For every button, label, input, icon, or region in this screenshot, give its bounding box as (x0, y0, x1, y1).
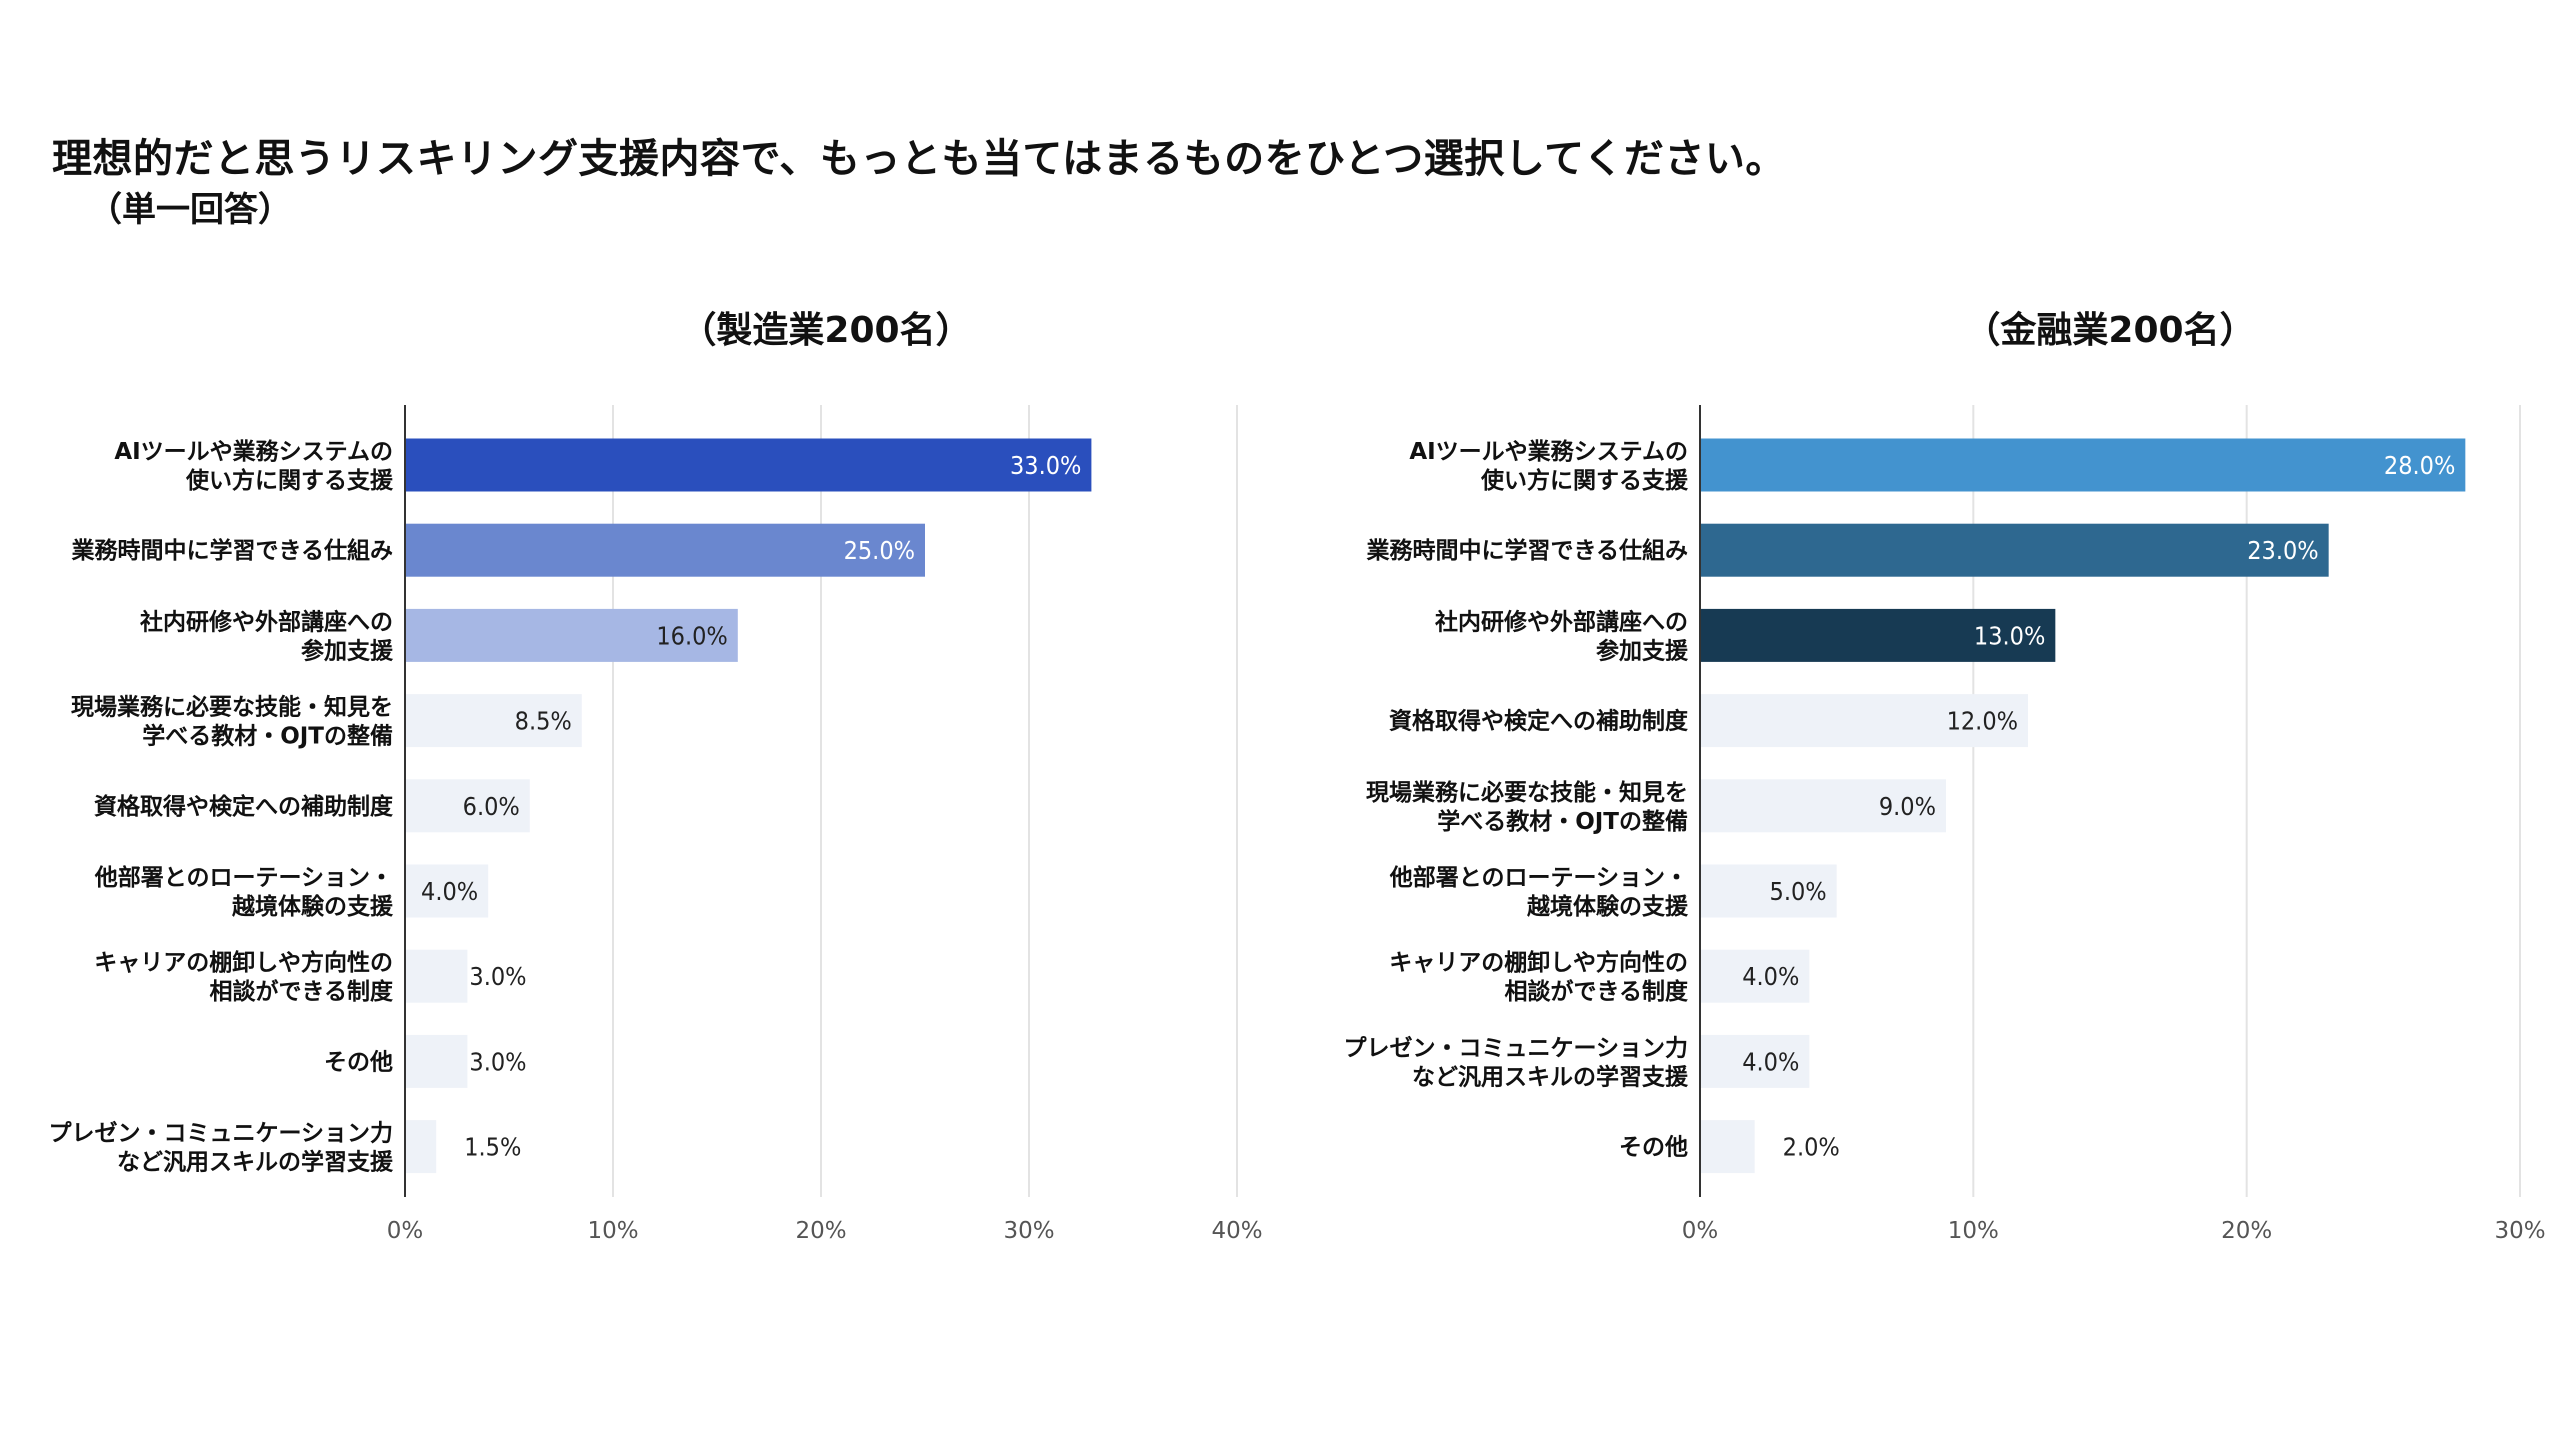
category-label: 現場業務に必要な技能・知見を学べる教材・OJTの整備 (71, 694, 393, 750)
category-label: その他 (324, 1049, 393, 1075)
bar (1700, 864, 1837, 918)
x-tick-label: 30% (2494, 1218, 2545, 1244)
x-tick-label: 0% (387, 1218, 424, 1244)
page-title: 理想的だと思うリスキリング支援内容で、もっとも当てはまるものをひとつ選択してくだ… (52, 136, 1786, 182)
data-label: 13.0% (1974, 621, 2045, 650)
x-tick-label: 0% (1682, 1218, 1719, 1244)
category-label: 業務時間中に学習できる仕組み (70, 537, 393, 564)
data-label: 16.0% (656, 621, 727, 650)
bar (1700, 1120, 1755, 1174)
category-label: AIツールや業務システムの使い方に関する支援 (1409, 438, 1689, 494)
bar (405, 949, 468, 1003)
bar (405, 694, 582, 748)
x-tick-label: 20% (795, 1218, 846, 1244)
data-label: 4.0% (1742, 962, 1799, 991)
page-subtitle: （単一回答） (88, 190, 292, 230)
x-tick-label: 20% (2221, 1218, 2272, 1244)
category-label: プレゼン・コミュニケーション力など汎用スキルの学習支援 (1343, 1035, 1689, 1090)
x-tick-label: 40% (1211, 1218, 1262, 1244)
data-label: 28.0% (2384, 451, 2455, 480)
data-label: 3.0% (469, 962, 526, 991)
category-label: プレゼン・コミュニケーション力など汎用スキルの学習支援 (48, 1121, 394, 1176)
category-label: 社内研修や外部講座への参加支援 (1435, 608, 1689, 664)
bar (1700, 1034, 1810, 1088)
x-tick-label: 10% (587, 1218, 638, 1244)
category-label: 他部署とのローテーション・越境体験の支援 (94, 864, 394, 920)
data-label: 3.0% (469, 1047, 526, 1076)
bar (405, 608, 738, 662)
data-label: 5.0% (1770, 877, 1827, 906)
category-label: 他部署とのローテーション・越境体験の支援 (1389, 864, 1689, 920)
data-label: 4.0% (1742, 1047, 1799, 1076)
category-label: AIツールや業務システムの使い方に関する支援 (114, 438, 394, 494)
x-tick-label: 30% (1003, 1218, 1054, 1244)
category-label: 業務時間中に学習できる仕組み (1365, 537, 1688, 564)
bar (1700, 949, 1810, 1003)
category-label: キャリアの棚卸しや方向性の相談ができる制度 (1389, 949, 1689, 1005)
bar (405, 1034, 468, 1088)
category-label: 資格取得や検定への補助制度 (1389, 708, 1689, 735)
data-label: 9.0% (1879, 792, 1936, 821)
data-label: 1.5% (464, 1133, 521, 1162)
data-label: 33.0% (1010, 451, 1081, 480)
bar (405, 1120, 437, 1174)
category-label: キャリアの棚卸しや方向性の相談ができる制度 (94, 949, 394, 1005)
bar (1700, 779, 1946, 833)
category-label: 現場業務に必要な技能・知見を学べる教材・OJTの整備 (1366, 779, 1688, 835)
category-label: 社内研修や外部講座への参加支援 (140, 608, 394, 664)
data-label: 2.0% (1783, 1133, 1840, 1162)
bar (405, 523, 925, 577)
bar (405, 779, 530, 833)
chart-panel-2: （金融業200名） 0% 10% 20% 30% 28.0% AIツールや業務システムの使い… (1343, 309, 2545, 1244)
category-label: その他 (1619, 1135, 1688, 1161)
bar (1700, 523, 2329, 577)
bar (405, 438, 1092, 492)
data-label: 4.0% (421, 877, 478, 906)
bar (405, 864, 489, 918)
data-label: 23.0% (2247, 536, 2318, 565)
data-label: 8.5% (515, 707, 572, 736)
x-tick-label: 10% (1948, 1218, 1999, 1244)
bar (1700, 694, 2028, 748)
bar (1700, 608, 2056, 662)
category-label: 資格取得や検定への補助制度 (94, 793, 394, 820)
data-label: 6.0% (463, 792, 520, 821)
chart-title: （製造業200名） (680, 310, 971, 351)
bar (1700, 438, 2466, 492)
data-label: 12.0% (1947, 707, 2018, 736)
chart-title: （金融業200名） (1964, 309, 2255, 351)
data-label: 25.0% (844, 536, 915, 565)
chart-panel-1: （製造業200名） 0% 10% 20% 30% 40% 33.0% AIツールや業務システム… (48, 310, 1262, 1244)
